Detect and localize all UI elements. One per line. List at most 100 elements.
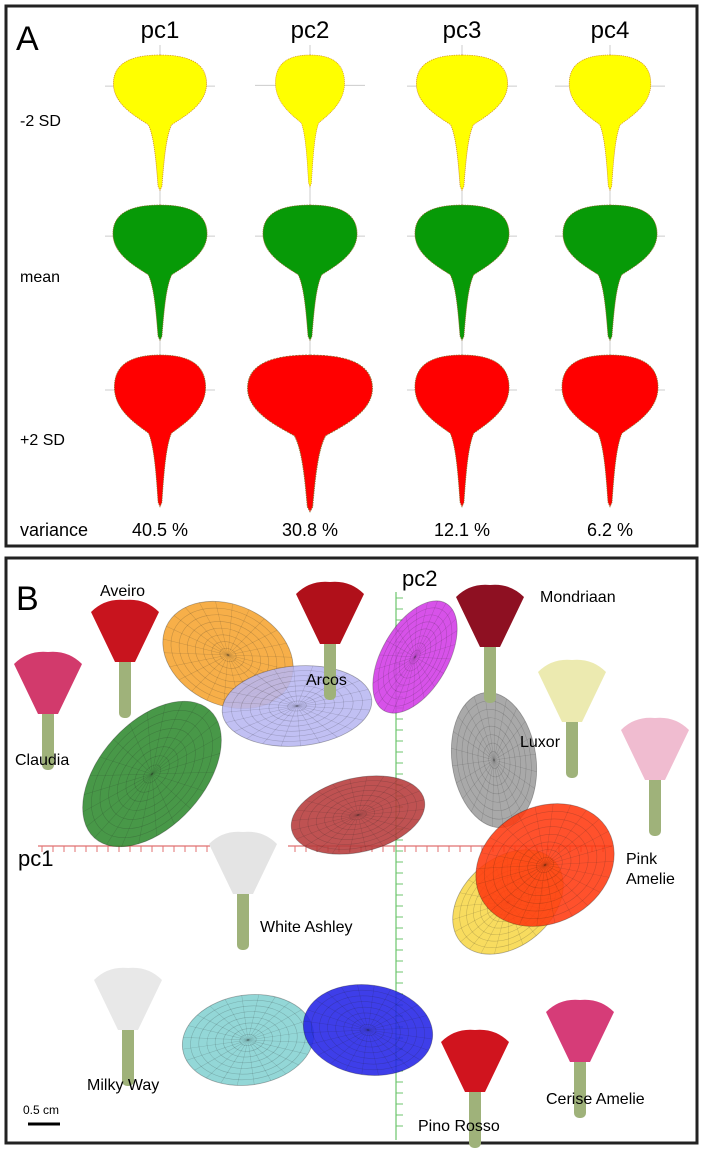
cultivar-label: Mondriaan [540,589,616,606]
column-label: pc1 [141,17,180,44]
mesh-ring [393,628,437,686]
mesh-spoke [296,705,320,743]
mesh-ring [125,746,179,802]
mesh-spoke [296,814,359,840]
mesh-ring [398,635,432,679]
mesh-spoke [194,1039,249,1071]
mesh-spoke [367,1029,379,1076]
mesh-spoke [247,996,276,1041]
shape-outline [414,354,510,508]
mesh-spoke [402,656,416,712]
mesh-spoke [493,721,526,761]
mesh-spoke [206,1039,249,1079]
mesh-spoke [357,809,425,816]
mesh-ring [117,737,187,811]
mesh-spoke [106,773,153,845]
mesh-ring [299,780,417,850]
mesh-ring [349,809,367,821]
mesh-ring [383,614,447,700]
mesh-spoke [151,701,183,775]
shape-outline [112,204,208,341]
variance-value: 40.5 % [132,520,188,540]
mesh-ring [510,834,580,896]
mesh-spoke [241,682,298,707]
mesh-spoke [493,759,531,804]
mesh-ring [259,685,335,727]
mesh-spoke [246,705,298,740]
mesh-spoke [414,630,458,658]
mesh-spoke [544,809,587,866]
mesh-spoke [230,691,298,707]
mesh-spoke [357,799,425,816]
mesh-spoke [129,723,153,775]
mesh-spoke [367,1029,429,1051]
mesh-spoke [182,1039,249,1050]
mesh-spoke [490,864,546,912]
shape-outline [262,204,358,341]
mesh-ring [477,734,511,786]
cultivar-label: Aveiro [100,583,145,600]
mesh-spoke [357,778,400,816]
mesh-spoke [373,656,416,696]
mesh-ring [472,725,516,795]
mesh-ring [240,675,354,737]
mesh-spoke [293,666,298,707]
mesh-ring [492,818,598,912]
mesh-spoke [377,656,416,705]
mesh-spoke [296,705,338,738]
mesh-spoke [464,704,495,761]
row-label: mean [20,269,60,286]
flower-photo [91,599,159,718]
mesh-spoke [357,984,369,1031]
scale-bar-label: 0.5 cm [23,1103,59,1117]
axis-label: pc2 [402,566,437,591]
mesh-spoke [414,618,457,658]
mesh-spoke [224,999,249,1041]
mesh-spoke [99,756,153,775]
cultivar-label: White Ashley [260,919,352,936]
mesh-spoke [544,818,600,866]
mesh-spoke [544,864,573,917]
mesh-spoke [493,693,496,761]
column-label: pc4 [591,17,630,44]
mesh-spoke [534,806,546,866]
mesh-spoke [544,845,614,866]
mesh-ring [343,1012,393,1048]
mesh-spoke [151,773,175,825]
mesh-spoke [291,814,359,821]
mesh-ring [332,800,384,830]
mesh-spoke [544,864,610,878]
mesh-spoke [183,1037,249,1041]
mesh-spoke [164,652,229,656]
mesh-spoke [86,773,153,827]
mesh-spoke [367,989,391,1031]
ellipse [372,600,458,714]
flower-photo [94,967,162,1086]
mesh-spoke [227,603,233,656]
mesh-spoke [247,1001,290,1041]
mesh-ring [287,700,307,712]
ellipse-mesh [450,692,538,828]
mesh-spoke [484,692,495,761]
mesh-spoke [151,703,198,775]
mesh-spoke [452,759,495,767]
mesh-spoke [489,837,546,866]
mesh-ring [377,607,453,707]
panel-a-frame [4,4,699,548]
mesh-ring [319,995,417,1065]
cultivar-label: Pink Amelie [626,851,675,888]
mesh-ring [219,647,237,663]
row-label: +2 SD [20,432,65,449]
flower-photo [538,659,606,778]
mesh-spoke [316,814,359,852]
ellipse-mesh [290,775,426,855]
shape-outline [246,354,374,513]
mesh-spoke [357,783,412,816]
mesh-ring [404,642,426,672]
mesh-spoke [296,705,301,746]
cultivar-label: Cerise Amelie [546,1091,645,1108]
shape-outline [415,54,509,191]
mesh-spoke [341,986,369,1031]
mesh-spoke [222,705,298,713]
